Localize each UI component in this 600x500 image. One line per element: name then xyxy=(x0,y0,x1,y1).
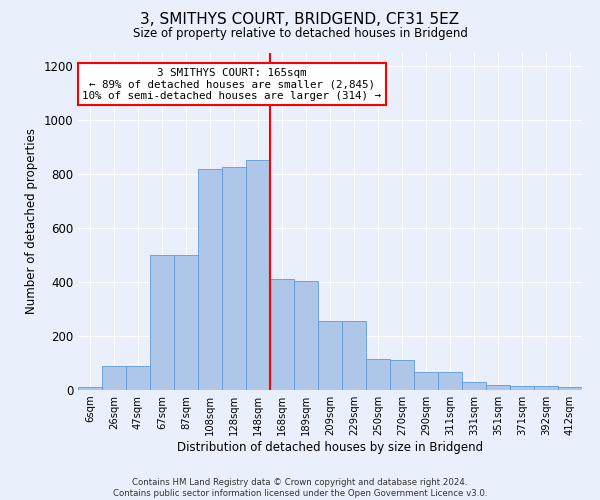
Bar xyxy=(462,382,486,390)
Bar xyxy=(78,388,102,390)
Bar xyxy=(558,388,582,390)
Bar xyxy=(150,255,174,390)
Bar xyxy=(366,359,390,390)
Bar xyxy=(174,255,198,390)
Text: Size of property relative to detached houses in Bridgend: Size of property relative to detached ho… xyxy=(133,28,467,40)
Bar xyxy=(390,360,414,390)
Bar xyxy=(102,366,126,390)
Bar xyxy=(414,372,438,390)
Bar xyxy=(198,168,222,390)
Y-axis label: Number of detached properties: Number of detached properties xyxy=(25,128,38,314)
X-axis label: Distribution of detached houses by size in Bridgend: Distribution of detached houses by size … xyxy=(177,441,483,454)
Text: 3 SMITHYS COURT: 165sqm
← 89% of detached houses are smaller (2,845)
10% of semi: 3 SMITHYS COURT: 165sqm ← 89% of detache… xyxy=(82,68,381,101)
Text: Contains HM Land Registry data © Crown copyright and database right 2024.
Contai: Contains HM Land Registry data © Crown c… xyxy=(113,478,487,498)
Bar xyxy=(534,386,558,390)
Bar xyxy=(318,321,342,390)
Bar xyxy=(246,160,270,390)
Bar xyxy=(270,280,294,390)
Bar xyxy=(438,372,462,390)
Bar xyxy=(294,280,318,390)
Bar xyxy=(510,386,534,390)
Bar xyxy=(222,167,246,390)
Text: 3, SMITHYS COURT, BRIDGEND, CF31 5EZ: 3, SMITHYS COURT, BRIDGEND, CF31 5EZ xyxy=(140,12,460,28)
Bar xyxy=(342,321,366,390)
Bar xyxy=(486,385,510,390)
Bar xyxy=(126,366,150,390)
